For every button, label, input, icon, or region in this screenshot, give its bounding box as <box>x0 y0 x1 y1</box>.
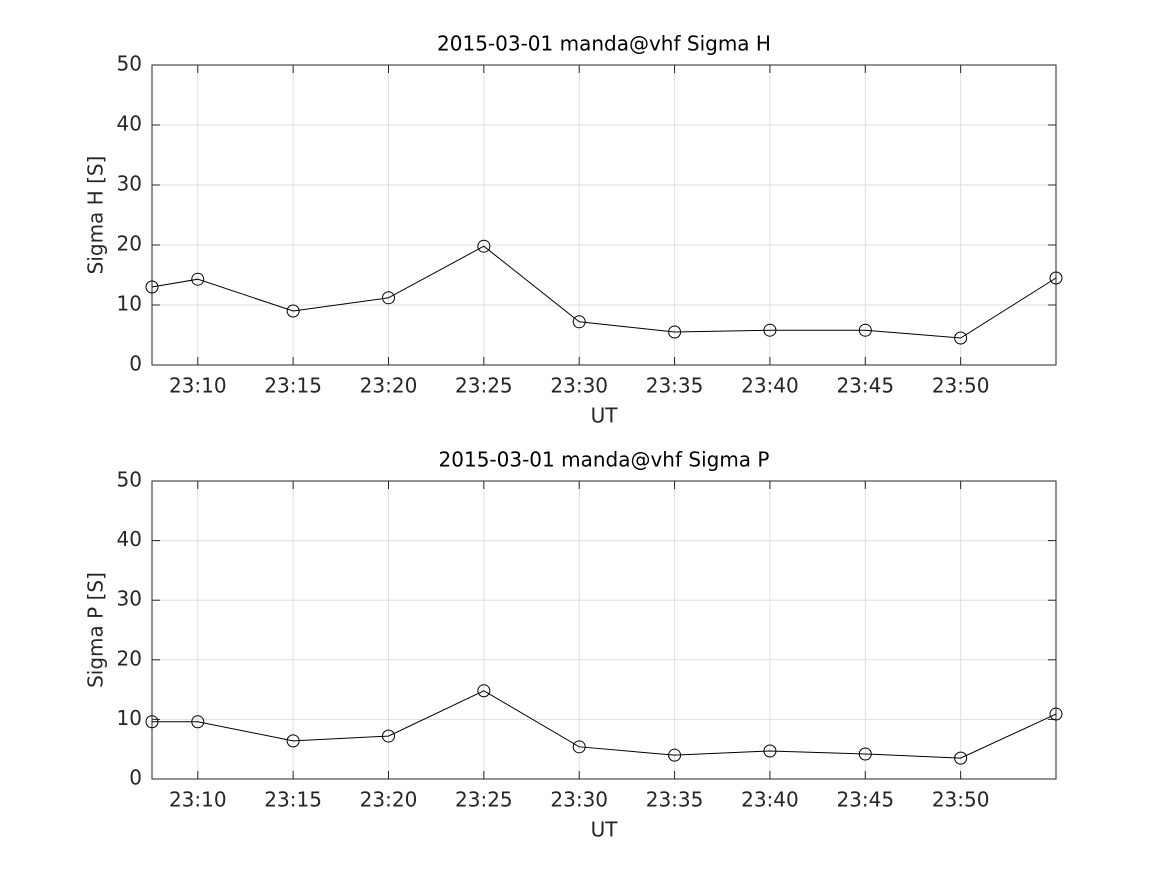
x-tick-label: 23:45 <box>836 374 894 398</box>
y-axis-label: Sigma P [S] <box>84 572 108 688</box>
data-point <box>1049 271 1063 285</box>
data-point <box>954 331 968 345</box>
data-point <box>191 272 205 286</box>
x-tick-label: 23:35 <box>646 374 704 398</box>
data-point <box>668 325 682 339</box>
x-tick-label: 23:20 <box>360 788 418 812</box>
x-tick-label: 23:35 <box>646 788 704 812</box>
axes-box <box>151 480 1057 780</box>
x-tick-label: 23:40 <box>741 374 799 398</box>
y-tick-label: 20 <box>117 232 142 256</box>
y-tick-label: 10 <box>117 706 142 730</box>
data-point <box>572 740 586 754</box>
data-point <box>381 729 395 743</box>
x-tick-label: 23:20 <box>360 374 418 398</box>
data-point <box>668 748 682 762</box>
y-tick-label: 30 <box>117 587 142 611</box>
plot-area <box>152 65 1056 365</box>
data-point <box>286 734 300 748</box>
data-point <box>477 684 491 698</box>
data-point <box>858 323 872 337</box>
x-tick-label: 23:15 <box>264 788 322 812</box>
chart-title: 2015-03-01 manda@vhf Sigma P <box>439 448 770 472</box>
data-point <box>1049 707 1063 721</box>
data-point <box>477 239 491 253</box>
x-axis-label: UT <box>591 818 619 842</box>
x-tick-label: 23:30 <box>550 788 608 812</box>
y-axis-label: Sigma H [S] <box>84 156 108 275</box>
x-tick-label: 23:10 <box>169 374 227 398</box>
data-point <box>381 291 395 305</box>
y-tick-label: 40 <box>117 112 142 136</box>
x-tick-label: 23:15 <box>264 374 322 398</box>
y-tick-label: 20 <box>117 646 142 670</box>
plot-area <box>152 481 1056 779</box>
y-tick-label: 50 <box>117 52 142 76</box>
axes-box <box>151 64 1057 366</box>
x-tick-label: 23:30 <box>550 374 608 398</box>
data-point <box>145 715 159 729</box>
y-tick-label: 40 <box>117 527 142 551</box>
x-axis-label: UT <box>591 404 619 428</box>
y-tick-label: 50 <box>117 468 142 492</box>
x-tick-label: 23:25 <box>455 788 513 812</box>
data-point <box>572 315 586 329</box>
y-tick-label: 30 <box>117 172 142 196</box>
data-line <box>151 245 1057 339</box>
data-point <box>191 715 205 729</box>
data-point <box>286 304 300 318</box>
y-tick-label: 0 <box>129 352 142 376</box>
data-point <box>763 744 777 758</box>
x-tick-label: 23:10 <box>169 788 227 812</box>
x-tick-label: 23:40 <box>741 788 799 812</box>
x-tick-label: 23:50 <box>932 374 990 398</box>
data-line <box>152 690 1057 759</box>
x-tick-label: 23:25 <box>455 374 513 398</box>
y-tick-label: 10 <box>117 292 142 316</box>
data-point <box>954 751 968 765</box>
x-tick-label: 23:50 <box>932 788 990 812</box>
data-point <box>858 747 872 761</box>
chart-title: 2015-03-01 manda@vhf Sigma H <box>437 32 771 56</box>
data-point <box>145 280 159 294</box>
x-tick-label: 23:45 <box>836 788 894 812</box>
y-tick-label: 0 <box>129 766 142 790</box>
data-point <box>763 323 777 337</box>
